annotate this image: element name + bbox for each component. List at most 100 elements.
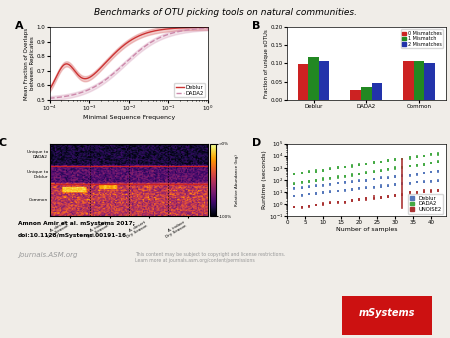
Point: [298, 205, 305, 211]
Point: [298, 179, 305, 185]
Point: [298, 192, 305, 197]
Point: [406, 164, 413, 169]
Point: [392, 174, 399, 179]
Point: [320, 167, 327, 173]
Point: [413, 189, 420, 195]
Point: [420, 153, 427, 159]
Point: [420, 153, 427, 159]
Point: [377, 168, 384, 174]
Point: [334, 174, 341, 180]
Point: [435, 188, 442, 194]
Point: [406, 172, 413, 178]
Point: [392, 173, 399, 179]
Point: [384, 175, 392, 180]
Point: [428, 178, 435, 183]
Point: [312, 202, 319, 207]
Point: [305, 169, 312, 175]
Point: [348, 187, 356, 192]
Point: [370, 160, 377, 165]
Point: [363, 177, 370, 183]
Point: [291, 205, 298, 210]
Point: [320, 177, 327, 182]
Point: [428, 160, 435, 165]
Text: This content may be subject to copyright and license restrictions.
Learn more at: This content may be subject to copyright…: [135, 252, 285, 263]
Point: [305, 204, 312, 210]
Point: [363, 161, 370, 166]
Point: [327, 175, 334, 181]
Text: B: B: [252, 21, 261, 31]
Point: [356, 162, 363, 167]
Point: [334, 188, 341, 194]
Point: [399, 165, 406, 170]
Point: [320, 183, 327, 188]
Point: [298, 180, 305, 186]
Point: [341, 179, 348, 184]
Point: [377, 175, 384, 180]
Point: [377, 183, 384, 189]
Point: [348, 179, 356, 185]
Point: [392, 157, 399, 163]
Point: [399, 192, 406, 198]
Point: [420, 179, 427, 185]
Point: [312, 168, 319, 173]
Point: [291, 194, 298, 199]
Point: [420, 188, 427, 193]
Deblur: [132, 36, 138, 40]
Point: [341, 164, 348, 170]
Point: [298, 205, 305, 210]
Point: [435, 187, 442, 193]
Point: [392, 166, 399, 171]
DADA2: [132, 52, 138, 56]
Point: [320, 168, 327, 173]
Point: [377, 159, 384, 165]
Point: [428, 169, 435, 175]
Point: [312, 190, 319, 196]
Point: [363, 196, 370, 202]
Point: [370, 169, 377, 175]
Point: [370, 168, 377, 174]
Point: [334, 181, 341, 186]
Point: [348, 187, 356, 192]
Point: [356, 197, 363, 203]
Point: [356, 171, 363, 176]
Point: [377, 195, 384, 200]
DADA2: [123, 61, 128, 65]
Point: [420, 153, 427, 159]
Point: [399, 181, 406, 186]
Point: [320, 177, 327, 182]
Point: [392, 182, 399, 187]
Point: [435, 189, 442, 194]
Point: [305, 179, 312, 184]
Point: [384, 166, 392, 171]
Point: [291, 186, 298, 192]
Point: [406, 190, 413, 195]
Point: [384, 184, 392, 189]
Point: [348, 199, 356, 204]
Point: [399, 192, 406, 197]
Point: [312, 184, 319, 189]
Point: [334, 164, 341, 170]
Point: [363, 170, 370, 175]
Point: [334, 174, 341, 179]
Point: [384, 183, 392, 188]
Point: [348, 163, 356, 168]
Point: [334, 188, 341, 194]
Point: [356, 177, 363, 183]
Point: [370, 160, 377, 166]
Point: [428, 189, 435, 194]
Point: [356, 162, 363, 167]
Text: D: D: [252, 138, 261, 148]
Point: [435, 168, 442, 174]
Point: [370, 194, 377, 199]
Point: [298, 184, 305, 190]
Point: [320, 183, 327, 188]
DADA2: [205, 26, 211, 30]
Point: [399, 165, 406, 170]
Point: [291, 186, 298, 191]
Y-axis label: Mean Fraction of Overlaps
between Replicates: Mean Fraction of Overlaps between Replic…: [24, 27, 35, 99]
Point: [428, 152, 435, 157]
Bar: [308, 56, 319, 100]
Point: [399, 156, 406, 162]
Point: [377, 168, 384, 174]
Point: [384, 159, 392, 164]
